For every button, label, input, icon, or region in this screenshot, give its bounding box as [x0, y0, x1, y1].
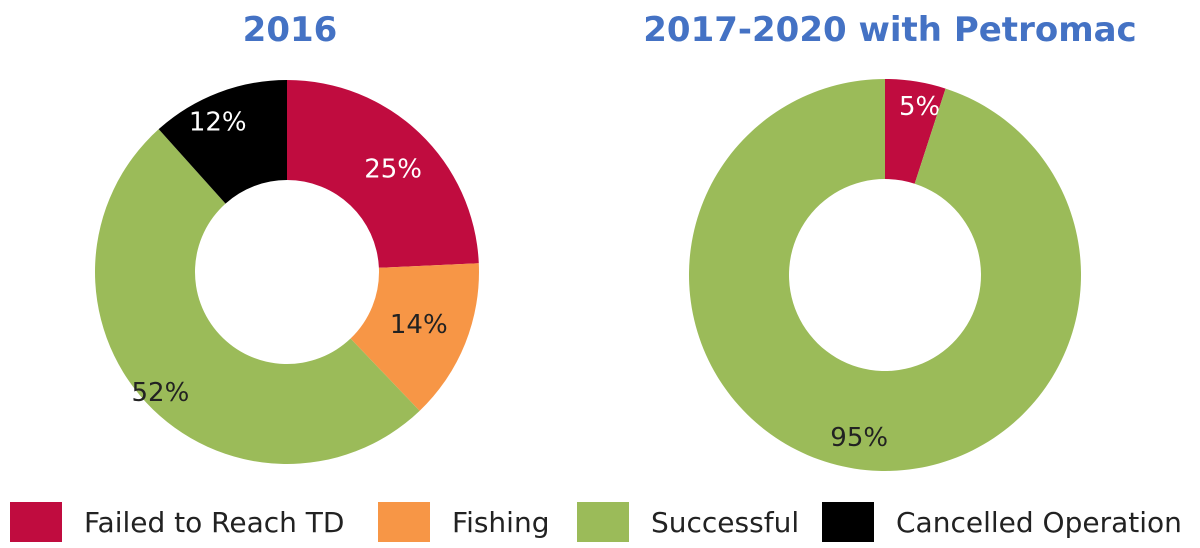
chart-title-petromac: 2017-2020 with Petromac: [643, 10, 1137, 50]
chart-2016-slice-label-fishing: 14%: [390, 310, 448, 340]
chart-2016-slice-fishing: [350, 263, 480, 411]
legend-label-failed: Failed to Reach TD: [84, 505, 345, 539]
chart-2016-slice-failed-to-reach-td: [287, 80, 479, 268]
chart-petromac-slice-label-successful: 95%: [830, 423, 888, 453]
legend-item-successful: Successful: [577, 498, 799, 546]
legend-label-fishing: Fishing: [452, 505, 550, 539]
legend-label-cancelled: Cancelled Operation: [896, 505, 1182, 539]
chart-petromac-slice-failed-to-reach-td: [885, 79, 946, 184]
legend-item-failed: Failed to Reach TD: [10, 498, 344, 546]
legend-swatch-fishing: [378, 502, 430, 542]
legend-item-fishing: Fishing: [378, 498, 549, 546]
chart-2016-slice-label-successful: 52%: [132, 378, 190, 408]
donut-charts: 25% 14% 52% 12% 5% 95%: [95, 79, 1081, 472]
chart-2016-slice-label-failed-to-reach-td: 25%: [364, 154, 422, 184]
legend-label-successful: Successful: [651, 505, 800, 539]
legend-swatch-cancelled: [822, 502, 874, 542]
legend-item-cancelled: Cancelled Operation: [822, 498, 1182, 546]
chart-2016-slice-successful: [95, 129, 420, 464]
chart-2016-slice-label-cancelled-operation: 12%: [189, 108, 247, 138]
chart-petromac-slice-label-failed-to-reach-td: 5%: [899, 92, 940, 122]
chart-2016-slice-cancelled-operation: [158, 80, 287, 204]
chart-petromac-slice-successful: [688, 79, 1081, 472]
chart-title-2016: 2016: [242, 10, 338, 50]
legend-swatch-failed: [10, 502, 62, 542]
chart-legend: Failed to Reach TD Fishing Successful Ca…: [0, 498, 1200, 546]
donut-chart-petromac: 5% 95%: [688, 79, 1081, 472]
donut-chart-2016: 25% 14% 52% 12%: [95, 80, 480, 464]
legend-swatch-successful: [577, 502, 629, 542]
